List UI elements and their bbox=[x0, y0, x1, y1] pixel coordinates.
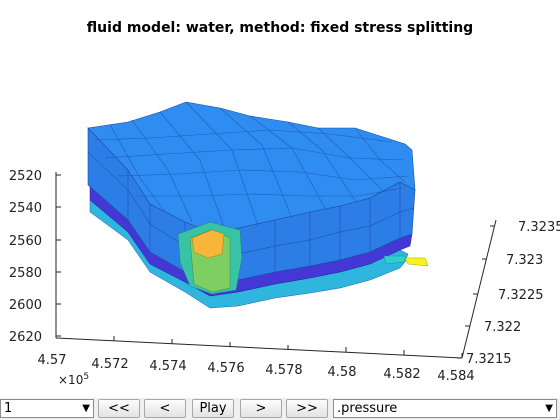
step-forward-button[interactable]: > bbox=[240, 399, 282, 418]
y-tick-label: 7.322 bbox=[484, 320, 521, 335]
play-button[interactable]: Play bbox=[192, 399, 234, 418]
y-tick-label: 7.3215 bbox=[466, 352, 512, 367]
y-tick-label: 7.3225 bbox=[498, 288, 544, 303]
z-tick-label: 2520 bbox=[9, 169, 42, 184]
z-tick-label: 2600 bbox=[9, 298, 42, 313]
chevron-down-icon: ▼ bbox=[82, 403, 90, 414]
pressure-zone-orange bbox=[191, 229, 225, 259]
z-tick-label: 2540 bbox=[9, 201, 42, 216]
y-tick-marks bbox=[457, 225, 495, 359]
reservoir-model[interactable] bbox=[87, 101, 429, 309]
x-tick-label: 4.572 bbox=[91, 357, 128, 372]
x-tick-label: 4.58 bbox=[328, 365, 357, 380]
rewind-button[interactable]: << bbox=[98, 399, 140, 418]
x-tick-label: 4.57 bbox=[38, 353, 67, 368]
x-axis-exponent: ×105 bbox=[58, 372, 89, 387]
axis-lines bbox=[55, 172, 497, 359]
step-back-button[interactable]: < bbox=[144, 399, 186, 418]
plot-area[interactable]: 2520 2540 2560 2580 2600 2620 4.57 4.572… bbox=[0, 0, 560, 398]
x-tick-label: 4.582 bbox=[383, 367, 420, 382]
pressure-zone-edge-cyan bbox=[383, 255, 406, 265]
model-grid-lines bbox=[94, 101, 409, 231]
x-tick-marks bbox=[55, 333, 463, 358]
z-tick-label: 2580 bbox=[9, 266, 42, 281]
step-select[interactable]: 1 ▼ bbox=[0, 399, 94, 418]
z-tick-label: 2620 bbox=[9, 330, 42, 345]
x-tick-label: 4.576 bbox=[207, 361, 244, 376]
field-select[interactable]: .pressure ▼ bbox=[333, 399, 557, 418]
z-tick-label: 2560 bbox=[9, 234, 42, 249]
x-tick-label: 4.574 bbox=[149, 359, 186, 374]
y-tick-label: 7.323 bbox=[506, 253, 543, 268]
fast-forward-button[interactable]: >> bbox=[286, 399, 328, 418]
y-tick-label: 7.3235 bbox=[518, 220, 560, 235]
field-select-value: .pressure bbox=[337, 401, 398, 416]
x-tick-label: 4.578 bbox=[265, 363, 302, 378]
chevron-down-icon: ▼ bbox=[545, 403, 553, 414]
x-axis-line bbox=[55, 337, 463, 359]
z-tick-marks bbox=[56, 174, 61, 337]
step-select-value: 1 bbox=[4, 401, 13, 416]
playback-toolbar: 1 ▼ << < Play > >> .pressure ▼ bbox=[0, 398, 560, 420]
x-tick-label: 4.584 bbox=[437, 369, 474, 384]
y-axis-line bbox=[461, 219, 497, 359]
figure-title: fluid model: water, method: fixed stress… bbox=[86, 20, 474, 36]
pressure-zone-edge-yellow bbox=[404, 257, 429, 267]
